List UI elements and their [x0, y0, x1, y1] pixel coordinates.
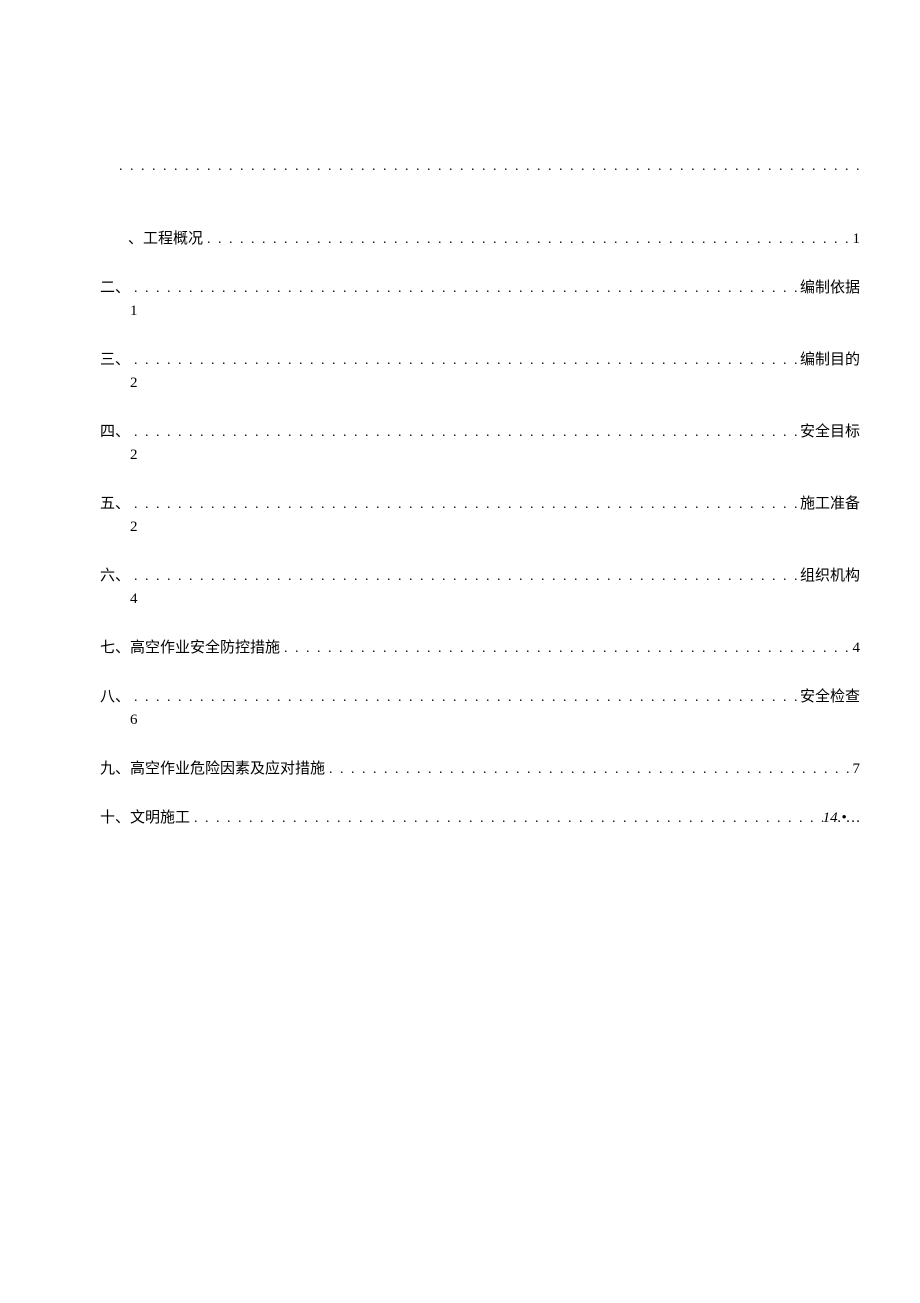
toc-page: 14.•…	[823, 808, 860, 829]
toc-num: 二、	[100, 278, 130, 299]
toc-entry-6: 六、 . . . . . . . . . . . . . . . . . . .…	[100, 566, 860, 610]
toc-entry-9: 九、 高空作业危险因素及应对措施 . . . . . . . . . . . .…	[100, 759, 860, 780]
toc-title: 文明施工	[130, 808, 190, 829]
toc-entry-5: 五、 . . . . . . . . . . . . . . . . . . .…	[100, 494, 860, 538]
toc-dots: . . . . . . . . . . . . . . . . . . . . …	[203, 230, 852, 250]
toc-num: 三、	[100, 350, 130, 371]
toc-dots: . . . . . . . . . . . . . . . . . . . . …	[130, 688, 800, 708]
toc-title: 高空作业安全防控措施	[130, 638, 280, 659]
toc-title: 工程概况	[143, 229, 203, 250]
toc-num: 九、	[100, 759, 130, 780]
toc-page: 4	[853, 638, 861, 659]
toc-page: 2	[100, 517, 860, 538]
toc-num: 五、	[100, 494, 130, 515]
toc-dots: . . . . . . . . . . . . . . . . . . . . …	[130, 495, 800, 515]
toc-num: 十、	[100, 808, 130, 829]
toc-entry-7: 七、 高空作业安全防控措施 . . . . . . . . . . . . . …	[100, 638, 860, 659]
toc-page: 2	[100, 373, 860, 394]
toc-entry-1: 、 工程概况 . . . . . . . . . . . . . . . . .…	[100, 229, 860, 250]
toc-dots: . . . . . . . . . . . . . . . . . . . . …	[325, 760, 852, 780]
toc-num-empty	[100, 156, 115, 177]
toc-num: 、	[128, 229, 143, 250]
toc-entry-10: 十、 文明施工 . . . . . . . . . . . . . . . . …	[100, 808, 860, 829]
toc-dots: . . . . . . . . . . . . . . . . . . . . …	[130, 279, 800, 299]
toc-page: 7	[853, 759, 861, 780]
toc-page: 4	[100, 589, 860, 610]
toc-entry-2: 二、 . . . . . . . . . . . . . . . . . . .…	[100, 278, 860, 322]
toc-num: 四、	[100, 422, 130, 443]
toc-num: 七、	[100, 638, 130, 659]
toc-page: 1	[853, 229, 861, 250]
toc-dots: . . . . . . . . . . . . . . . . . . . . …	[115, 157, 860, 177]
toc-page: 2	[100, 445, 860, 466]
toc-title-end: 安全目标	[800, 422, 860, 443]
toc-dots: . . . . . . . . . . . . . . . . . . . . …	[130, 423, 800, 443]
toc-title-end: 编制目的	[800, 350, 860, 371]
toc-num: 六、	[100, 566, 130, 587]
toc-dots: . . . . . . . . . . . . . . . . . . . . …	[280, 639, 852, 659]
toc-page: 1	[100, 301, 860, 322]
toc-container: . . . . . . . . . . . . . . . . . . . . …	[100, 140, 860, 857]
toc-entry-8: 八、 . . . . . . . . . . . . . . . . . . .…	[100, 687, 860, 731]
toc-entry-4: 四、 . . . . . . . . . . . . . . . . . . .…	[100, 422, 860, 466]
toc-page: 6	[100, 710, 860, 731]
toc-dots: . . . . . . . . . . . . . . . . . . . . …	[190, 809, 823, 829]
toc-entry-3: 三、 . . . . . . . . . . . . . . . . . . .…	[100, 350, 860, 394]
toc-title-end: 安全检查	[800, 687, 860, 708]
toc-title-end: 施工准备	[800, 494, 860, 515]
toc-dots: . . . . . . . . . . . . . . . . . . . . …	[130, 351, 800, 371]
toc-entry-empty: . . . . . . . . . . . . . . . . . . . . …	[100, 156, 860, 177]
toc-title: 高空作业危险因素及应对措施	[130, 759, 325, 780]
toc-title-end: 编制依据	[800, 278, 860, 299]
toc-title-end: 组织机构	[800, 566, 860, 587]
toc-dots: . . . . . . . . . . . . . . . . . . . . …	[130, 567, 800, 587]
toc-num: 八、	[100, 687, 130, 708]
